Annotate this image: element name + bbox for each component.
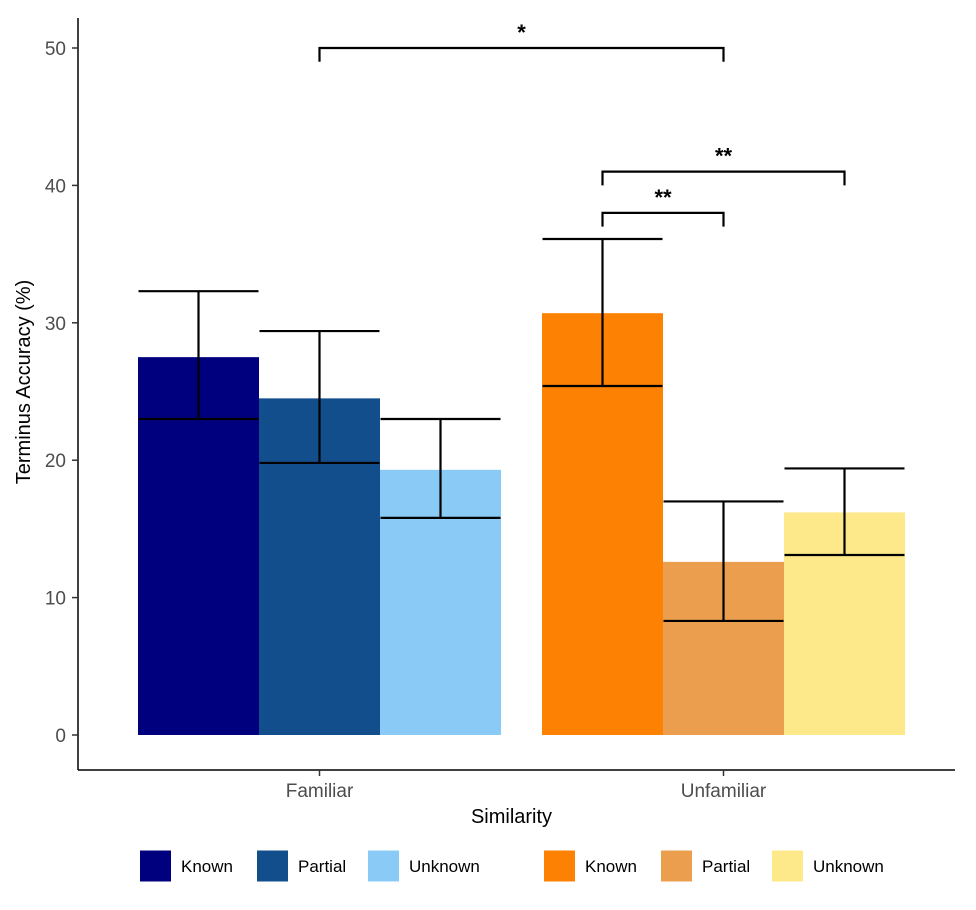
y-tick-label: 30	[45, 314, 66, 335]
y-tick-label: 20	[45, 451, 66, 472]
x-tick-label: Unfamiliar	[681, 781, 767, 802]
x-tick-label: Familiar	[286, 781, 354, 802]
legend-label: Known	[585, 857, 637, 876]
y-tick-label: 10	[45, 589, 66, 610]
y-tick-label: 40	[45, 176, 66, 197]
significance-label: **	[715, 144, 733, 169]
significance-bracket	[601, 170, 846, 186]
legend-swatch-unfamiliar-partial	[661, 850, 692, 882]
legend-label: Partial	[702, 857, 750, 876]
legend-label: Unknown	[813, 857, 884, 876]
bar-familiar-known	[138, 357, 259, 735]
significance-label: *	[517, 20, 526, 45]
y-tick-label: 0	[55, 726, 66, 747]
significance-bracket	[601, 211, 725, 227]
legend-swatch-unfamiliar-known	[544, 850, 575, 882]
legend-swatch-unfamiliar-unknown	[772, 850, 803, 882]
y-tick-label: 50	[45, 39, 66, 60]
legend-swatch-familiar-partial	[257, 850, 288, 882]
legend-label: Unknown	[409, 857, 480, 876]
significance-label: **	[654, 185, 672, 210]
legend-swatch-familiar-known	[140, 850, 171, 882]
legend-swatch-familiar-unknown	[368, 850, 399, 882]
x-axis-title: Similarity	[471, 806, 552, 828]
legend-label: Partial	[298, 857, 346, 876]
legend-label: Known	[181, 857, 233, 876]
y-axis-title: Terminus Accuracy (%)	[13, 280, 35, 485]
significance-bracket	[318, 46, 725, 62]
